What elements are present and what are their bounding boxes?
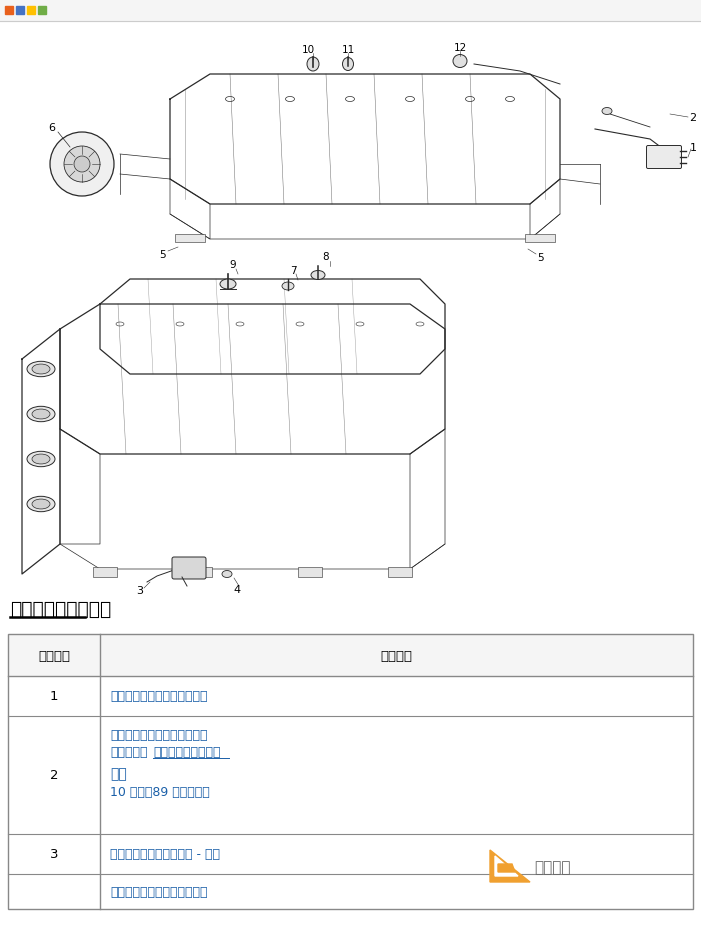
Text: 1: 1	[50, 690, 58, 702]
Ellipse shape	[32, 455, 50, 464]
Bar	[8, 716, 693, 834]
Bar	[8, 874, 693, 909]
Bar	[525, 235, 555, 243]
Text: 4: 4	[233, 585, 240, 594]
Text: 凸轮轴相位执行器电磁阀 - 排气: 凸轮轴相位执行器电磁阀 - 排气	[111, 847, 221, 860]
Circle shape	[64, 147, 100, 183]
Bar	[5, 7, 13, 15]
Text: 凸轮轴位置执行器电磁阀螺栓: 凸轮轴位置执行器电磁阀螺栓	[111, 728, 208, 741]
Bar	[388, 567, 412, 577]
Bar	[298, 567, 322, 577]
Bar	[0, 0, 701, 22]
Text: 3: 3	[137, 586, 144, 596]
Ellipse shape	[343, 58, 353, 71]
Text: 有关紧固件的告诫。: 有关紧固件的告诫。	[153, 745, 221, 758]
Ellipse shape	[307, 58, 319, 72]
Polygon shape	[490, 850, 530, 882]
Ellipse shape	[282, 283, 294, 290]
Bar	[175, 235, 205, 243]
Ellipse shape	[32, 365, 50, 375]
Ellipse shape	[602, 109, 612, 115]
Polygon shape	[498, 864, 515, 872]
Text: 7: 7	[290, 265, 297, 276]
Ellipse shape	[453, 56, 467, 69]
Circle shape	[74, 157, 90, 173]
Text: 紧固: 紧固	[111, 767, 127, 780]
Bar	[93, 567, 117, 577]
Ellipse shape	[27, 496, 55, 512]
Text: 5: 5	[537, 252, 543, 263]
Ellipse shape	[220, 279, 236, 290]
Circle shape	[50, 133, 114, 197]
FancyBboxPatch shape	[646, 147, 681, 169]
Text: 10: 10	[301, 45, 315, 55]
Text: 6: 6	[48, 122, 55, 133]
Text: 1: 1	[690, 143, 697, 153]
Text: 10 牛米（89 英寸磅力）: 10 牛米（89 英寸磅力）	[111, 785, 210, 798]
Text: 12: 12	[454, 43, 467, 53]
Text: 告诫：参见: 告诫：参见	[111, 745, 148, 758]
Ellipse shape	[222, 571, 232, 578]
Text: 部件名称: 部件名称	[381, 649, 413, 662]
Ellipse shape	[311, 271, 325, 280]
Bar	[8, 635, 693, 677]
Text: 11: 11	[341, 45, 355, 55]
Bar	[188, 567, 212, 577]
Ellipse shape	[27, 362, 55, 378]
Bar	[8, 635, 693, 909]
Text: 5: 5	[160, 250, 166, 260]
Polygon shape	[495, 856, 518, 876]
Text: 3: 3	[50, 847, 58, 860]
FancyBboxPatch shape	[172, 558, 206, 579]
Text: 8: 8	[322, 251, 329, 262]
Bar	[38, 7, 46, 15]
Text: 插图编号: 插图编号	[39, 649, 70, 662]
Bar	[8, 677, 693, 716]
Text: 2: 2	[50, 768, 58, 781]
Text: 9: 9	[230, 260, 236, 270]
Ellipse shape	[32, 499, 50, 509]
Bar	[8, 834, 693, 874]
Text: 2: 2	[690, 113, 697, 122]
Bar	[27, 7, 35, 15]
Bar	[16, 7, 24, 15]
Text: 汽修帮手: 汽修帮手	[534, 859, 571, 874]
Ellipse shape	[27, 452, 55, 467]
Text: 进气凸轮轴位置执行器电磁阀: 进气凸轮轴位置执行器电磁阀	[111, 690, 208, 702]
Text: 凸轮轴位置执行器电磁阀螺栓: 凸轮轴位置执行器电磁阀螺栓	[111, 885, 208, 898]
Ellipse shape	[27, 406, 55, 422]
Ellipse shape	[32, 409, 50, 419]
Text: 凸轮轴盖部件的安装: 凸轮轴盖部件的安装	[10, 599, 111, 618]
